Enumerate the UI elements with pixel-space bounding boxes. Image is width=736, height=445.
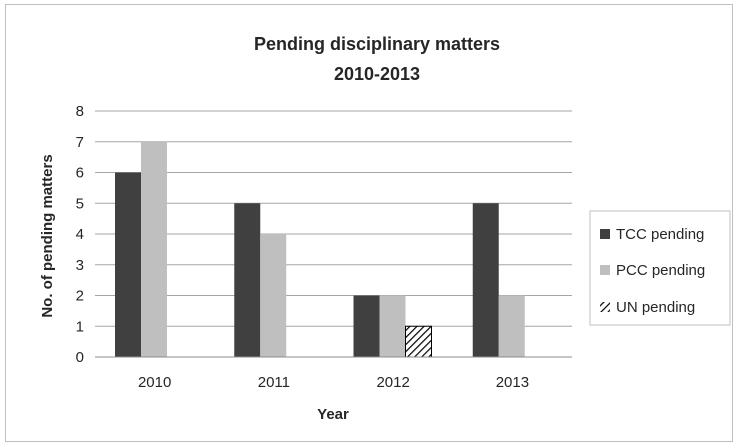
y-tick-label: 7	[76, 134, 84, 151]
y-tick-label: 4	[76, 226, 84, 243]
bar-un-pending	[405, 325, 432, 358]
legend-swatch	[600, 265, 610, 275]
x-tick-labels: 2010 2011 2012 2013	[138, 374, 529, 391]
legend-label: PCC pending	[616, 262, 705, 279]
bar-tcc-pending	[472, 203, 499, 357]
y-tick-label: 6	[76, 165, 84, 182]
x-tick-label: 2013	[496, 374, 529, 391]
x-tick-label: 2011	[258, 374, 290, 391]
bar-pcc-pending	[141, 141, 167, 357]
y-axis-title: No. of pending matters	[39, 154, 56, 317]
bar-tcc-pending	[353, 295, 380, 357]
y-tick-labels: 0 1 2 3 4 5 6 7 8	[76, 103, 84, 366]
legend-swatch	[600, 229, 610, 239]
legend-label: TCC pending	[616, 226, 704, 243]
chart-subtitle: 2010-2013	[334, 64, 420, 84]
y-tick-label: 1	[76, 318, 84, 335]
x-axis-title: Year	[317, 406, 349, 423]
legend-swatch	[600, 302, 610, 312]
x-tick-label: 2012	[376, 374, 409, 391]
y-tick-label: 5	[76, 195, 84, 212]
bar-pcc-pending	[379, 295, 406, 357]
legend-box	[589, 210, 731, 326]
bars	[115, 141, 525, 358]
y-tick-label: 2	[76, 288, 84, 305]
legend-label: UN pending	[616, 299, 695, 316]
bar-pcc-pending	[260, 234, 287, 357]
bar-tcc-pending	[234, 203, 261, 357]
y-tick-label: 8	[76, 103, 84, 120]
bar-tcc-pending	[115, 172, 141, 357]
bar-pcc-pending	[498, 295, 525, 357]
legend: TCC pending PCC pending UN pending	[589, 210, 731, 326]
y-tick-label: 0	[76, 349, 84, 366]
y-tick-label: 3	[76, 257, 84, 274]
x-tick-label: 2010	[138, 374, 171, 391]
chart-title: Pending disciplinary matters	[254, 34, 500, 54]
